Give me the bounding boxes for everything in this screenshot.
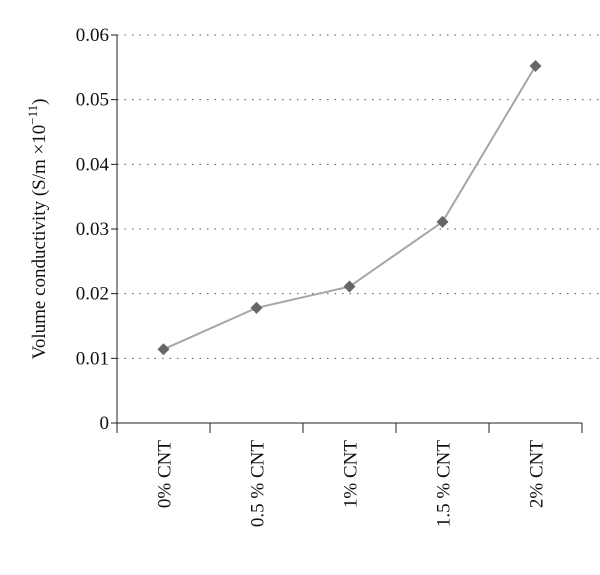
marker [250, 301, 263, 314]
line [163, 65, 537, 351]
y-label-suffix: ) [29, 99, 50, 105]
x-tick-label: 1.5 % CNT [434, 440, 455, 527]
y-label-text: Volume conductivity (S/m ×10 [29, 125, 50, 360]
y-axis-label: Volume conductivity (S/m ×10−11) [25, 99, 50, 360]
marker [529, 60, 542, 73]
y-tick-label: 0.06 [76, 25, 109, 46]
x-tick-label: 0% CNT [155, 440, 176, 508]
x-tick-label: 1% CNT [341, 440, 362, 508]
marker [157, 343, 170, 356]
y-tick-label: 0.04 [76, 154, 110, 175]
x-tick-label: 0.5 % CNT [248, 440, 269, 527]
x-tick-label: 2% CNT [527, 440, 548, 508]
y-tick-label: 0.02 [76, 284, 109, 305]
marker [436, 215, 449, 228]
y-tick-label: 0.01 [76, 348, 109, 369]
y-tick-label: 0.05 [76, 90, 109, 111]
y-label-superscript: −11 [25, 105, 40, 125]
y-tick-label: 0 [100, 413, 110, 434]
marker [343, 280, 356, 293]
y-tick-label: 0.03 [76, 219, 109, 240]
